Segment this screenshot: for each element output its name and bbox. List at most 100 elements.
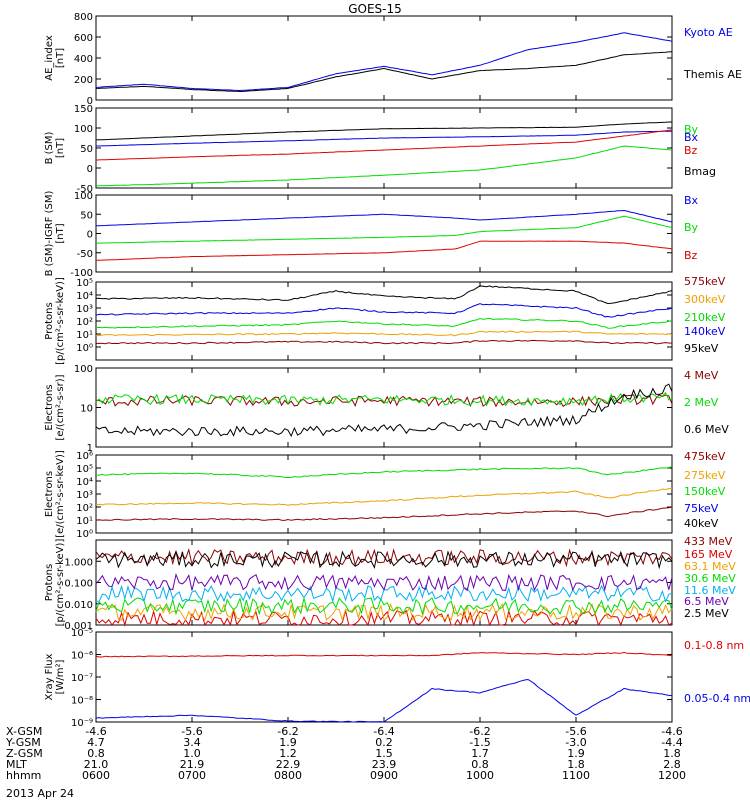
ytick-label: 100 bbox=[74, 364, 93, 375]
ephemeris-value: -4.6 bbox=[661, 725, 682, 738]
legend-label: By bbox=[684, 123, 699, 136]
ephemeris-value: 21.0 bbox=[84, 758, 109, 771]
ylabel: Protons bbox=[44, 302, 55, 339]
ephemeris-value: 21.9 bbox=[180, 758, 205, 771]
legend-label: 2 MeV bbox=[684, 396, 719, 409]
ytick-label: 1.000 bbox=[64, 557, 93, 568]
ephemeris-value: 1200 bbox=[658, 769, 686, 782]
ylabel: [nT] bbox=[55, 223, 66, 243]
panel-frame bbox=[95, 631, 673, 723]
panel-frame bbox=[95, 107, 673, 189]
ytick-label: 10⁰ bbox=[76, 343, 93, 354]
series-line-Bz bbox=[95, 129, 673, 161]
legend-label: 4 MeV bbox=[684, 369, 719, 382]
ephemeris-value: 3.4 bbox=[183, 736, 201, 749]
ytick-label: 10⁻⁸ bbox=[71, 696, 93, 707]
ylabel: AE_index bbox=[44, 35, 55, 81]
legend-label: 0.6 MeV bbox=[684, 423, 729, 436]
series-line-475keV bbox=[95, 506, 673, 521]
series-line-By bbox=[96, 215, 673, 244]
ylabel: B (SM) bbox=[44, 131, 55, 164]
ylabel: [e/(cm²-s-sr)] bbox=[55, 374, 66, 440]
ytick-label: 10⁻⁵ bbox=[71, 628, 93, 639]
series-line-63-1-MeV bbox=[95, 602, 673, 622]
legend-label: 165 MeV bbox=[684, 548, 733, 561]
ephemeris-value: 0.8 bbox=[471, 758, 489, 771]
series-line-165-MeV bbox=[95, 609, 673, 627]
ephemeris-value: 1.8 bbox=[663, 747, 681, 760]
legend-label: 2.5 MeV bbox=[684, 607, 729, 620]
ephemeris-value: 1000 bbox=[466, 769, 494, 782]
ytick-label: 0 bbox=[87, 96, 93, 107]
series-line-300keV bbox=[95, 330, 673, 337]
ephemeris-value: 0800 bbox=[274, 769, 302, 782]
ytick-label: 200 bbox=[74, 75, 93, 86]
panel-6: 0.001 0.010 0.100 1.000 Protons [p/(cm²-s-sr-… bbox=[44, 535, 736, 632]
ytick-label: 50 bbox=[80, 144, 93, 155]
series-line-Bmag bbox=[95, 121, 672, 141]
series-line-2-MeV bbox=[95, 391, 673, 407]
ephemeris-row-label: MLT bbox=[6, 758, 27, 771]
panel-3: 10⁰ 10¹ 10² 10³ 10⁴ 10⁵ Protons [p/(cm²-s-sr-ke… bbox=[44, 275, 726, 365]
legend-label: 11.6 MeV bbox=[684, 584, 736, 597]
legend-label: Bz bbox=[684, 249, 698, 262]
ylabel: [p/(cm²-s-sr-keV)] bbox=[55, 539, 66, 627]
ytick-label: 1 bbox=[87, 443, 93, 454]
ylabel: B (SM)-IGRF (SM) bbox=[44, 191, 55, 277]
legend-label: 95keV bbox=[684, 342, 719, 355]
series-line-0-6-MeV bbox=[95, 383, 673, 438]
panel-2: -100 -50 0 50 100 B (SM)-IGRF (SM) [nT] Bx By Bz bbox=[44, 191, 699, 279]
legend-label: 63.1 MeV bbox=[684, 560, 736, 573]
legend-label: 140keV bbox=[684, 325, 726, 338]
series-line-0-1-0-8-nm bbox=[95, 651, 673, 658]
ephemeris-value: -4.6 bbox=[85, 725, 106, 738]
ytick-label: 10¹ bbox=[76, 516, 93, 527]
ephemeris-value: -5.6 bbox=[181, 725, 202, 738]
ytick-label: 10 bbox=[80, 404, 93, 415]
ephemeris-value: 2.8 bbox=[663, 758, 681, 771]
ytick-label: 0.100 bbox=[64, 579, 93, 590]
panel-4: 1 10 100 Electrons [e/(cm²-s-sr)] 4 MeV 2 MeV 0… bbox=[44, 364, 729, 454]
panel-frame bbox=[95, 281, 673, 361]
ytick-label: 10² bbox=[76, 503, 93, 514]
series-line-95keV bbox=[95, 285, 673, 305]
legend-label: 30.6 MeV bbox=[684, 572, 736, 585]
legend-label: Bmag bbox=[684, 165, 716, 178]
legend-label: Bx bbox=[684, 194, 699, 207]
ephemeris-value: 0900 bbox=[370, 769, 398, 782]
ytick-label: 10⁰ bbox=[76, 529, 93, 540]
ytick-label: 10² bbox=[76, 317, 93, 328]
ylabel: [nT] bbox=[55, 48, 66, 68]
ytick-label: 10³ bbox=[76, 490, 93, 501]
ephemeris-value: 1.2 bbox=[279, 747, 297, 760]
ylabel: Electrons bbox=[44, 471, 55, 517]
series-line-6-5-MeV bbox=[95, 572, 673, 592]
ephemeris-value: 0600 bbox=[82, 769, 110, 782]
ephemeris-value: -6.2 bbox=[469, 725, 490, 738]
ephemeris-row-label: hhmm bbox=[6, 769, 41, 782]
series-line-Bx bbox=[96, 209, 673, 227]
legend-label: 433 MeV bbox=[684, 535, 733, 548]
ytick-label: 100 bbox=[74, 124, 93, 135]
ephemeris-value: 22.9 bbox=[276, 758, 301, 771]
ephemeris-value: -5.6 bbox=[565, 725, 586, 738]
ephemeris-value: -1.5 bbox=[469, 736, 490, 749]
ytick-label: 800 bbox=[74, 12, 93, 23]
ytick-label: 0.001 bbox=[64, 621, 93, 632]
legend-label: 575keV bbox=[684, 275, 726, 288]
ytick-label: 0 bbox=[87, 230, 93, 241]
legend-label: 6.5 MeV bbox=[684, 595, 729, 608]
ephemeris-value: 0.8 bbox=[87, 747, 105, 760]
ytick-label: 50 bbox=[80, 210, 93, 221]
ytick-label: 0 bbox=[87, 164, 93, 175]
ytick-label: 10⁴ bbox=[76, 291, 93, 302]
ytick-label: -100 bbox=[70, 268, 93, 279]
ephemeris-value: 1.5 bbox=[375, 747, 393, 760]
ephemeris-row-label: Z-GSM bbox=[6, 747, 43, 760]
series-line-Bz bbox=[95, 240, 673, 261]
legend-label: 210keV bbox=[684, 311, 726, 324]
ylabel: [p/(cm²-s-sr-keV)] bbox=[55, 277, 66, 365]
ylabel: Protons bbox=[44, 564, 55, 601]
